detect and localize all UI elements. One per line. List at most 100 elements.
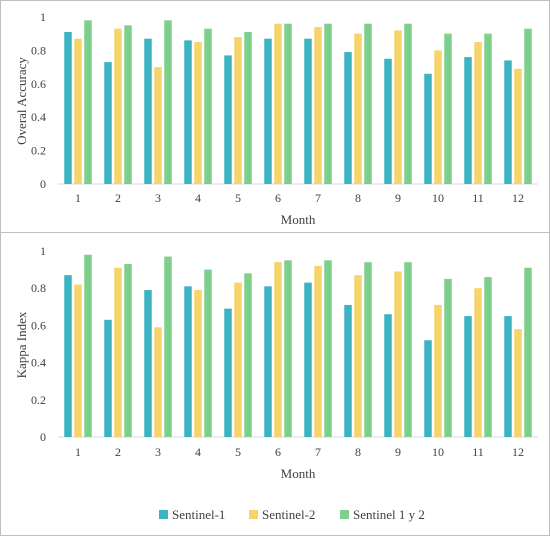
kappa-index-ytick-label: 0.8 bbox=[31, 281, 46, 295]
overall-accuracy-bar-sentinel-1-y-2-month-9 bbox=[404, 23, 412, 185]
kappa-index-bar-sentinel-1-y-2-month-3 bbox=[164, 256, 172, 437]
overall-accuracy-ylabel: Overal Accuracy bbox=[14, 57, 29, 145]
overall-accuracy-xtick-label: 10 bbox=[432, 191, 444, 205]
kappa-index-bar-sentinel-1-y-2-month-10 bbox=[444, 278, 452, 437]
overall-accuracy-bar-sentinel-1-month-12 bbox=[504, 60, 512, 184]
kappa-index-bar-sentinel-1-month-10 bbox=[424, 340, 432, 437]
legend-swatch-sentinel-2 bbox=[249, 510, 258, 519]
kappa-index-bar-sentinel-1-month-6 bbox=[264, 286, 272, 437]
kappa-index-bar-sentinel-2-month-12 bbox=[514, 329, 522, 437]
kappa-index-bar-sentinel-2-month-7 bbox=[314, 265, 322, 437]
overall-accuracy-bar-sentinel-2-month-12 bbox=[514, 68, 522, 184]
overall-accuracy-bar-sentinel-2-month-11 bbox=[474, 42, 482, 184]
overall-accuracy-bar-sentinel-1-y-2-month-5 bbox=[244, 32, 252, 184]
kappa-index-bar-sentinel-2-month-11 bbox=[474, 288, 482, 437]
overall-accuracy-bar-sentinel-1-y-2-month-10 bbox=[444, 33, 452, 185]
kappa-index-xtick-label: 11 bbox=[472, 445, 484, 459]
overall-accuracy-ytick-label: 0.8 bbox=[31, 43, 46, 57]
kappa-index-bar-sentinel-2-month-8 bbox=[354, 275, 362, 437]
overall-accuracy-bar-sentinel-1-month-11 bbox=[464, 57, 472, 184]
legend: Sentinel-1 Sentinel-2 Sentinel 1 y 2 bbox=[159, 507, 425, 522]
kappa-index-bar-sentinel-1-month-9 bbox=[384, 314, 392, 437]
kappa-index-bar-sentinel-1-y-2-month-6 bbox=[284, 260, 292, 437]
kappa-index-xtick-label: 9 bbox=[395, 445, 401, 459]
legend-label-sentinel-2: Sentinel-2 bbox=[262, 507, 315, 522]
kappa-index-bar-sentinel-1-month-1 bbox=[64, 275, 72, 437]
kappa-index-bar-sentinel-2-month-4 bbox=[194, 290, 202, 437]
overall-accuracy-bar-sentinel-1-month-7 bbox=[304, 38, 312, 185]
overall-accuracy-bar-sentinel-1-y-2-month-6 bbox=[284, 23, 292, 185]
kappa-index-bar-sentinel-1-y-2-month-1 bbox=[84, 254, 92, 437]
overall-accuracy-ytick-label: 0.2 bbox=[31, 144, 46, 158]
kappa-index-bar-sentinel-1-y-2-month-5 bbox=[244, 273, 252, 437]
overall-accuracy-xtick-label: 9 bbox=[395, 191, 401, 205]
overall-accuracy-bar-sentinel-1-month-8 bbox=[344, 52, 352, 184]
kappa-index-bar-sentinel-2-month-2 bbox=[114, 267, 122, 437]
overall-accuracy-bar-sentinel-2-month-5 bbox=[234, 37, 242, 184]
overall-accuracy-bar-sentinel-1-month-4 bbox=[184, 40, 192, 184]
kappa-index-xtick-label: 3 bbox=[155, 445, 161, 459]
kappa-index-bar-sentinel-2-month-1 bbox=[74, 284, 82, 437]
kappa-index-bar-sentinel-2-month-3 bbox=[154, 327, 162, 437]
overall-accuracy-bar-sentinel-1-month-9 bbox=[384, 58, 392, 184]
kappa-index-chart: Kappa Index Month 00.20.40.60.811 2 3 4 5 6 7 8… bbox=[14, 244, 538, 481]
overall-accuracy-bar-sentinel-1-y-2-month-8 bbox=[364, 23, 372, 185]
kappa-index-xtick-label: 1 bbox=[75, 445, 81, 459]
kappa-index-ylabel: Kappa Index bbox=[14, 311, 29, 378]
kappa-index-xtick-label: 12 bbox=[512, 445, 524, 459]
overall-accuracy-bar-sentinel-2-month-9 bbox=[394, 30, 402, 184]
overall-accuracy-bar-sentinel-1-month-2 bbox=[104, 62, 112, 185]
kappa-index-bar-sentinel-1-month-2 bbox=[104, 319, 112, 437]
overall-accuracy-bar-sentinel-1-y-2-month-7 bbox=[324, 23, 332, 185]
overall-accuracy-bar-sentinel-2-month-10 bbox=[434, 50, 442, 185]
overall-accuracy-xtick-label: 4 bbox=[195, 191, 201, 205]
overall-accuracy-bar-sentinel-2-month-3 bbox=[154, 67, 162, 184]
kappa-index-xtick-label: 10 bbox=[432, 445, 444, 459]
legend-label-sentinel-1-y-2: Sentinel 1 y 2 bbox=[353, 507, 425, 522]
overall-accuracy-ytick-label: 0.6 bbox=[31, 77, 46, 91]
overall-accuracy-xtick-label: 6 bbox=[275, 191, 281, 205]
kappa-index-bar-sentinel-1-y-2-month-11 bbox=[484, 277, 492, 437]
overall-accuracy-bar-sentinel-1-y-2-month-12 bbox=[524, 28, 532, 184]
kappa-index-bar-sentinel-1-y-2-month-8 bbox=[364, 262, 372, 437]
kappa-index-bar-sentinel-1-month-3 bbox=[144, 290, 152, 437]
kappa-index-bar-sentinel-1-y-2-month-7 bbox=[324, 260, 332, 437]
overall-accuracy-bar-sentinel-1-month-3 bbox=[144, 38, 152, 185]
kappa-index-xtick-label: 8 bbox=[355, 445, 361, 459]
overall-accuracy-xtick-label: 11 bbox=[472, 191, 484, 205]
overall-accuracy-xtick-label: 7 bbox=[315, 191, 321, 205]
kappa-index-xtick-label: 7 bbox=[315, 445, 321, 459]
overall-accuracy-bar-sentinel-1-y-2-month-3 bbox=[164, 20, 172, 185]
kappa-index-bar-sentinel-2-month-10 bbox=[434, 304, 442, 437]
overall-accuracy-ytick-label: 0.4 bbox=[31, 110, 46, 124]
kappa-index-bar-sentinel-1-y-2-month-12 bbox=[524, 267, 532, 437]
overall-accuracy-bar-sentinel-1-month-10 bbox=[424, 73, 432, 184]
kappa-index-ytick-label: 0 bbox=[40, 430, 46, 444]
kappa-index-xtick-label: 4 bbox=[195, 445, 201, 459]
legend-swatch-sentinel-1 bbox=[159, 510, 168, 519]
legend-label-sentinel-1: Sentinel-1 bbox=[172, 507, 225, 522]
overall-accuracy-bar-sentinel-1-month-6 bbox=[264, 38, 272, 185]
overall-accuracy-bar-sentinel-2-month-1 bbox=[74, 38, 82, 185]
kappa-index-bar-sentinel-2-month-6 bbox=[274, 262, 282, 437]
kappa-index-bar-sentinel-1-y-2-month-9 bbox=[404, 262, 412, 437]
kappa-index-bar-sentinel-1-month-11 bbox=[464, 316, 472, 437]
kappa-index-bar-sentinel-2-month-9 bbox=[394, 271, 402, 437]
kappa-index-ytick-label: 0.6 bbox=[31, 318, 46, 332]
kappa-index-bar-sentinel-1-y-2-month-4 bbox=[204, 269, 212, 437]
kappa-index-bar-sentinel-1-y-2-month-2 bbox=[124, 264, 132, 437]
overall-accuracy-xtick-label: 8 bbox=[355, 191, 361, 205]
overall-accuracy-ytick-label: 0 bbox=[40, 177, 46, 191]
overall-accuracy-bar-sentinel-2-month-4 bbox=[194, 42, 202, 184]
kappa-index-bar-sentinel-1-month-7 bbox=[304, 282, 312, 437]
overall-accuracy-bar-sentinel-1-y-2-month-2 bbox=[124, 25, 132, 184]
overall-accuracy-bar-sentinel-1-y-2-month-4 bbox=[204, 28, 212, 184]
kappa-index-bar-sentinel-2-month-5 bbox=[234, 282, 242, 437]
overall-accuracy-ytick-label: 1 bbox=[40, 10, 46, 24]
kappa-index-xtick-label: 2 bbox=[115, 445, 121, 459]
overall-accuracy-xtick-label: 12 bbox=[512, 191, 524, 205]
overall-accuracy-bar-sentinel-1-y-2-month-11 bbox=[484, 33, 492, 185]
overall-accuracy-bar-sentinel-1-y-2-month-1 bbox=[84, 20, 92, 185]
kappa-index-xtick-label: 5 bbox=[235, 445, 241, 459]
